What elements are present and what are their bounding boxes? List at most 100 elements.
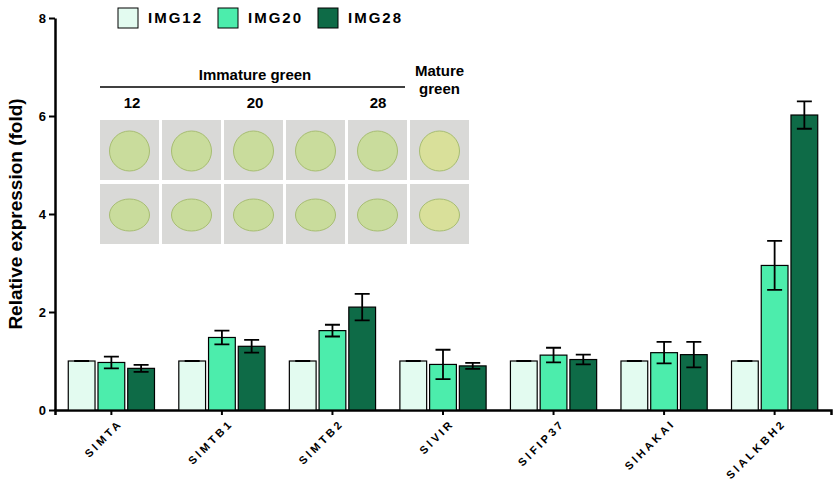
y-tick-mark — [49, 312, 55, 314]
y-tick: 8 — [39, 11, 55, 26]
series — [128, 101, 818, 410]
y-tick: 2 — [39, 305, 55, 320]
legend-label: IMG12 — [148, 9, 203, 26]
legend-swatch — [318, 8, 338, 28]
error-bar — [797, 101, 812, 128]
legend-item: IMG12 — [118, 8, 203, 28]
annotation: 28 — [370, 94, 387, 111]
y-tick-label: 0 — [39, 403, 46, 418]
fruit-placeholder — [172, 131, 212, 171]
bar — [319, 331, 346, 410]
bar — [510, 361, 537, 410]
error-bar — [104, 357, 119, 369]
photo-placeholder — [410, 184, 469, 244]
x-tick-label: SlHAKAI — [622, 417, 677, 472]
annotation: Immature green — [199, 66, 312, 83]
series — [98, 241, 788, 410]
photo-placeholder — [286, 120, 345, 180]
fruit-placeholder — [358, 131, 398, 171]
error-bar — [74, 360, 89, 362]
x-tick-mark — [553, 410, 555, 415]
y-tick-label: 6 — [39, 109, 46, 124]
x-tick-label: SlVIR — [417, 417, 456, 456]
bar — [791, 115, 818, 410]
y-tick-label: 2 — [39, 305, 46, 320]
y-axis: 0 2 4 6 8 — [39, 11, 56, 418]
error-bar — [465, 363, 480, 369]
photo-placeholder — [286, 184, 345, 244]
error-bar — [657, 342, 672, 364]
fruit-placeholder — [234, 199, 274, 231]
plot: 0 2 4 6 8 SlMTA SlMTB1 SlMTB2 SlVIR SlFIP37 SlHAKA… — [39, 11, 832, 482]
annotation: 20 — [247, 94, 264, 111]
bar — [209, 337, 236, 410]
x-tick-label: SlFIP37 — [516, 417, 567, 468]
fruit-placeholder — [234, 131, 274, 171]
error-bar — [185, 360, 200, 362]
legend-item: IMG20 — [218, 8, 303, 28]
x-tick: SlMTA — [82, 410, 125, 460]
x-tick: SlVIR — [417, 410, 456, 456]
error-bar — [436, 350, 451, 379]
x-tick-label: SlMTB2 — [296, 417, 346, 467]
annotation: 12 — [124, 94, 141, 111]
error-bar — [295, 360, 310, 362]
bar — [400, 361, 427, 410]
photo-placeholder — [100, 120, 159, 180]
annotation: Maturegreen — [415, 62, 464, 97]
bar — [98, 362, 125, 410]
legend-label: IMG20 — [248, 9, 303, 26]
legend-swatch — [218, 8, 238, 28]
y-tick: 0 — [39, 403, 55, 418]
bar — [349, 307, 376, 410]
fruit-placeholder — [296, 131, 336, 171]
error-bar — [244, 340, 259, 353]
bracket-line — [100, 86, 405, 88]
chart: 0 2 4 6 8 SlMTA SlMTB1 SlMTB2 SlVIR SlFIP37 SlHAKA… — [0, 0, 839, 495]
photo-placeholder — [100, 184, 159, 244]
error-bar — [576, 355, 591, 365]
x-axis-line — [56, 411, 832, 416]
fruit-placeholder — [420, 131, 460, 171]
photo-placeholder — [162, 184, 221, 244]
bar — [128, 368, 155, 410]
bar — [732, 361, 759, 410]
x-tick: SlALKBH2 — [724, 410, 788, 481]
fruit-placeholder — [110, 131, 150, 171]
y-tick: 6 — [39, 109, 55, 124]
x-tick: SlFIP37 — [516, 410, 567, 468]
x-tick: SlMTB2 — [296, 410, 346, 467]
error-bar — [325, 325, 340, 337]
photo-placeholder — [348, 120, 407, 180]
error-bar — [516, 360, 531, 362]
x-tick-mark — [442, 410, 444, 415]
marks — [68, 101, 817, 410]
y-tick-label: 8 — [39, 11, 46, 26]
error-bar — [767, 241, 782, 290]
bar — [179, 361, 206, 410]
x-tick-label: SlMTA — [82, 417, 125, 460]
fruit-placeholder — [358, 199, 398, 231]
fruit-placeholder — [172, 199, 212, 231]
x-tick: SlMTB1 — [186, 410, 236, 467]
bar — [68, 361, 95, 410]
error-bar — [546, 348, 561, 363]
error-bar — [627, 360, 642, 362]
y-tick-mark — [49, 18, 55, 20]
y-tick: 4 — [39, 207, 55, 222]
error-bar — [355, 294, 370, 320]
legend: IMG12 IMG20 IMG28 — [118, 8, 403, 28]
y-tick-label: 4 — [39, 207, 47, 222]
y-tick-mark — [49, 214, 55, 216]
x-tick-mark — [774, 410, 776, 415]
bar — [289, 361, 316, 410]
bar — [238, 346, 265, 410]
photo-placeholder — [410, 120, 469, 180]
x-tick-label: SlMTB1 — [186, 417, 236, 467]
x-tick-mark — [110, 410, 112, 415]
error-bar — [134, 365, 149, 372]
x-tick-mark — [331, 410, 333, 415]
fruit-placeholder — [296, 199, 336, 231]
legend-item: IMG28 — [318, 8, 403, 28]
legend-label: IMG28 — [348, 9, 403, 26]
